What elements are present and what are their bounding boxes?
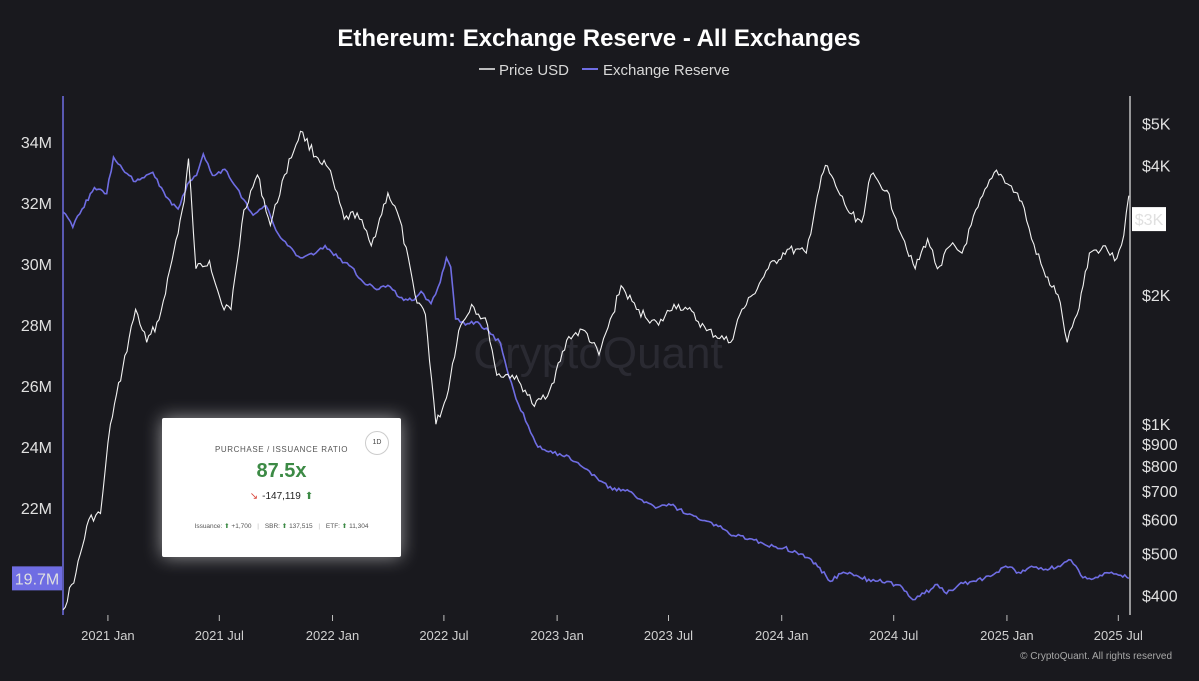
issuance-label: Issuance: [194, 523, 223, 530]
left-current-value-badge: 19.7M [12, 566, 62, 591]
legend: Price USD Exchange Reserve [479, 62, 730, 79]
up-arrow-icon: ⬆ [341, 523, 348, 530]
x-tick-label: 2025 Jul [1094, 628, 1143, 643]
x-tick-label: 2023 Jul [644, 628, 693, 643]
ratio-value: 87.5x [256, 460, 307, 482]
left-tick-label: 24M [21, 440, 52, 457]
copyright-credit: © CryptoQuant. All rights reserved [1020, 651, 1172, 662]
left-current-value-label: 19.7M [15, 571, 59, 588]
x-tick-label: 2022 Jan [306, 628, 360, 643]
left-tick-label: 30M [21, 257, 52, 274]
up-arrow-icon: ⬆ [281, 523, 288, 530]
right-current-value-badge: $3K [1132, 207, 1166, 232]
x-tick-label: 2024 Jan [755, 628, 809, 643]
etf-value: 11,304 [349, 523, 369, 530]
up-arrow-icon: ⬆ [224, 523, 230, 530]
etf-label: ETF: [325, 523, 340, 530]
sbr-value: 137,515 [289, 523, 313, 530]
sbr-label: SBR: [264, 523, 280, 530]
issuance-value: +1,700 [231, 523, 252, 530]
right-axis-ticks: $5K $4K $2K $1K $900 $800 $700 $600 $500 $400 [1142, 117, 1178, 606]
right-tick-label: $800 [1142, 459, 1178, 476]
x-tick-label: 2022 Jul [419, 628, 468, 643]
x-tick-label: 2023 Jan [530, 628, 584, 643]
price-usd-series-line [62, 130, 1130, 611]
footer-divider: | [257, 523, 259, 530]
x-tick-label: 2024 Jul [869, 628, 918, 643]
chart-title: Ethereum: Exchange Reserve - All Exchang… [337, 25, 860, 52]
right-current-value-bg [1132, 207, 1166, 232]
left-tick-label: 28M [21, 318, 52, 335]
right-tick-label: $600 [1142, 513, 1178, 530]
right-tick-label: $2K [1142, 288, 1171, 305]
exchange-reserve-series-line [62, 151, 1130, 601]
legend-reserve-label[interactable]: Exchange Reserve [603, 62, 730, 79]
right-tick-label: $500 [1142, 547, 1178, 564]
card-title: PURCHASE / ISSUANCE RATIO [214, 445, 349, 454]
purchase-issuance-card: 1D PURCHASE / ISSUANCE RATIO 87.5x ↘ -147… [162, 418, 401, 557]
right-tick-label: $1K [1142, 417, 1171, 434]
x-tick-label: 2021 Jul [195, 628, 244, 643]
x-axis-ticks: 2021 Jan 2021 Jul 2022 Jan 2022 Jul 2023 Jan… [81, 615, 1143, 643]
trend-down-icon: ↘ [249, 491, 259, 502]
right-tick-label: $400 [1142, 588, 1178, 605]
left-tick-label: 34M [21, 135, 52, 152]
footer-divider: | [318, 523, 321, 530]
x-tick-label: 2021 Jan [81, 628, 135, 643]
legend-price-label[interactable]: Price USD [499, 62, 569, 79]
right-tick-label: $4K [1142, 158, 1171, 175]
card-footer: Issuance: ⬆ +1,700 | SBR: ⬆ 137,515 | ET… [162, 522, 401, 530]
timeframe-badge[interactable]: 1D [365, 431, 389, 455]
left-tick-label: 26M [21, 379, 52, 396]
up-arrow-icon: ⬆ [304, 491, 314, 502]
left-current-value-bg [12, 566, 62, 591]
delta-value: -147,119 [262, 491, 301, 502]
left-axis-ticks: 34M 32M 30M 28M 26M 24M 22M [21, 135, 52, 518]
ratio-delta: ↘ -147,119 ⬆ [162, 491, 401, 502]
x-tick-label: 2025 Jan [980, 628, 1034, 643]
right-current-value-label: $3K [1135, 212, 1164, 229]
right-tick-label: $700 [1142, 484, 1178, 501]
left-tick-label: 32M [21, 196, 52, 213]
right-tick-label: $900 [1142, 437, 1178, 454]
left-tick-label: 22M [21, 501, 52, 518]
right-tick-label: $5K [1142, 117, 1171, 134]
